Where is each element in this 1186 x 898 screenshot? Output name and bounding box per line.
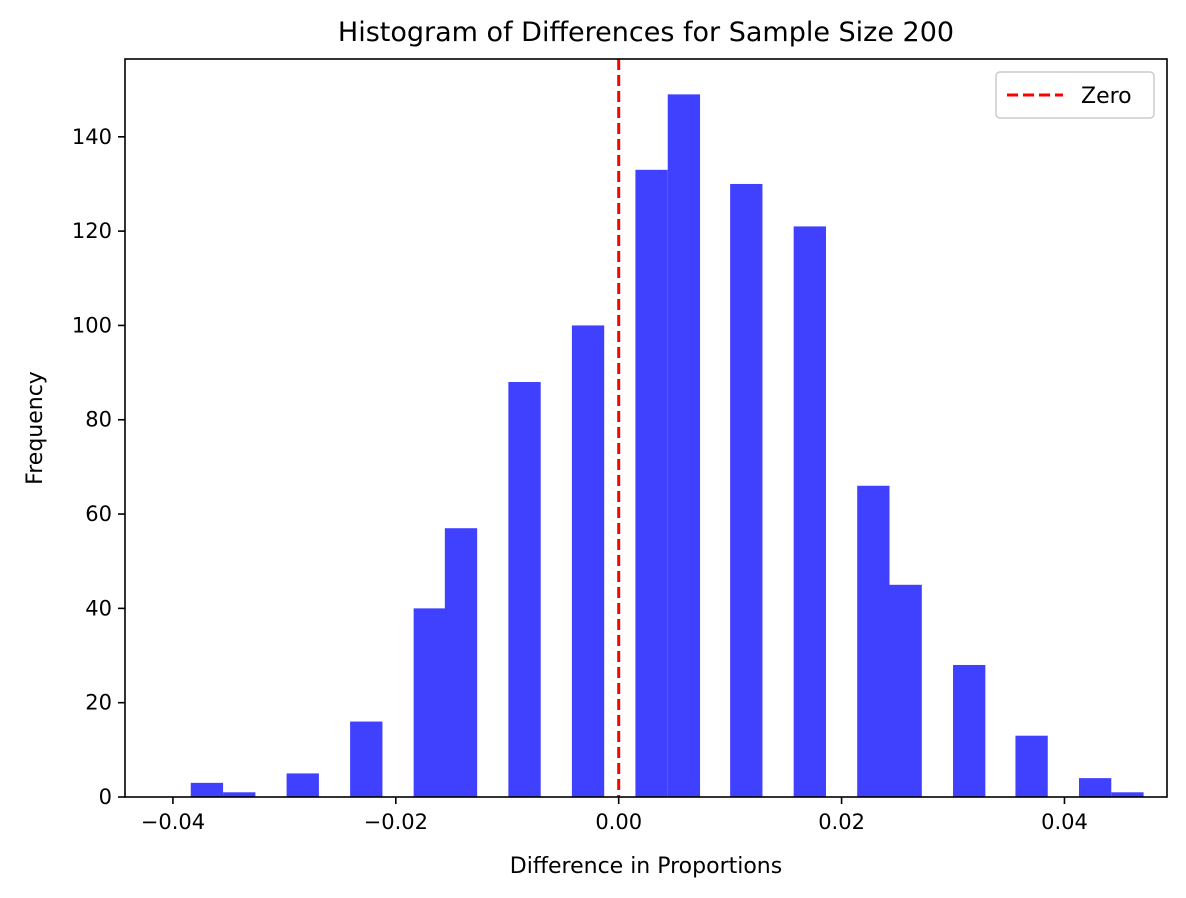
y-tick-label: 80	[85, 408, 112, 432]
bars-layer	[190, 94, 1144, 798]
legend-box	[995, 71, 1155, 119]
y-tick-label: 60	[85, 502, 112, 526]
x-tick-label: 0.04	[1041, 810, 1088, 834]
x-tick-label: −0.04	[141, 810, 205, 834]
histogram-bar	[1078, 778, 1112, 797]
x-tick-label: 0.02	[818, 810, 865, 834]
histogram-bar	[635, 169, 668, 797]
histogram-bar	[413, 608, 446, 797]
y-tick-label: 100	[72, 313, 112, 337]
histogram-bar	[730, 183, 763, 797]
legend: Zero	[995, 71, 1155, 119]
histogram-bar	[571, 325, 605, 797]
histogram-bar	[286, 773, 319, 797]
histogram-bar	[1111, 792, 1144, 797]
y-tick-label: 20	[85, 691, 112, 715]
y-tick-label: 0	[99, 785, 112, 809]
histogram-bar	[889, 584, 922, 797]
x-axis-ticks: −0.04 −0.02 0.00 0.02 0.04	[141, 797, 1088, 834]
histogram-bar	[793, 226, 826, 797]
y-axis-label: Frequency	[23, 371, 48, 485]
histogram-bar	[857, 485, 890, 797]
histogram-bar	[953, 664, 986, 797]
x-tick-label: 0.00	[595, 810, 642, 834]
histogram-bar	[508, 382, 541, 797]
y-tick-label: 140	[72, 125, 112, 149]
histogram-bar	[350, 721, 383, 797]
plot-area-frame	[124, 58, 1168, 798]
histogram-bar	[667, 94, 701, 798]
y-axis-ticks: 0 20 40 60 80 100 120 140	[72, 125, 125, 809]
histogram-bar	[1015, 735, 1048, 797]
histogram-bar	[223, 792, 256, 797]
histogram-bar	[444, 528, 478, 797]
y-tick-label: 40	[85, 596, 112, 620]
x-axis-label: Difference in Proportions	[510, 854, 782, 879]
y-tick-label: 120	[72, 219, 112, 243]
histogram-bar	[190, 782, 224, 797]
chart-title: Histogram of Differences for Sample Size…	[338, 17, 954, 48]
x-tick-label: −0.02	[364, 810, 428, 834]
legend-label-zero: Zero	[1081, 84, 1132, 109]
